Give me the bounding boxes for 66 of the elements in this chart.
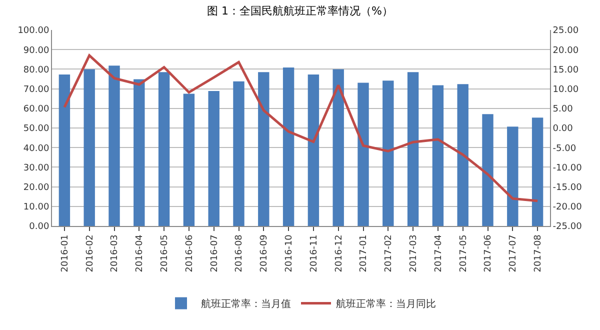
y2-tick-label: 25.00: [552, 26, 579, 36]
y2-tick-label: 15.00: [552, 65, 579, 76]
y-tick-label: 50.00: [23, 124, 50, 134]
bar: [407, 72, 419, 226]
x-tick-label: 2017-05: [458, 234, 469, 272]
x-tick-label: 2017-07: [508, 234, 519, 272]
bar: [158, 72, 170, 226]
y-tick-label: 10.00: [23, 202, 50, 213]
bar: [432, 85, 444, 226]
x-tick-label: 2016-04: [135, 234, 146, 272]
x-tick-label: 2017-01: [359, 234, 370, 272]
y2-tick-label: 5.00: [552, 104, 574, 115]
y-tick-label: 70.00: [23, 84, 50, 95]
bar: [183, 94, 195, 226]
bar: [308, 74, 320, 226]
bar: [282, 67, 294, 226]
y-tick-label: 90.00: [23, 46, 50, 56]
bar: [482, 114, 494, 226]
x-tick-label: 2016-01: [60, 234, 70, 272]
legend-label: 航班正常率：当月同比: [336, 298, 436, 310]
x-tick-label: 2016-08: [234, 234, 245, 272]
y-tick-label: 100.00: [18, 26, 50, 36]
bar: [84, 69, 95, 226]
y2-tick-label: -20.00: [552, 202, 582, 213]
legend-label: 航班正常率：当月值: [201, 298, 291, 310]
bar: [233, 81, 244, 226]
line-series: [63, 54, 539, 202]
y-tick-label: 60.00: [23, 104, 50, 115]
y-tick-label: 30.00: [23, 163, 50, 174]
x-tick-label: 2016-12: [334, 234, 344, 272]
y-tick-label: 80.00: [23, 65, 50, 76]
x-tick-label: 2017-03: [408, 234, 419, 272]
x-tick-label: 2016-11: [309, 234, 320, 272]
bar: [382, 80, 394, 226]
x-tick-label: 2016-05: [160, 234, 170, 272]
bar: [134, 79, 145, 226]
y-tick-label: 20.00: [23, 182, 50, 193]
y-tick-label: 0.00: [29, 222, 50, 232]
x-tick-label: 2016-07: [210, 234, 220, 272]
bar: [208, 90, 220, 226]
y2-tick-label: -25.00: [552, 222, 582, 232]
chart-title: 图 1：全国民航航班正常率情况（%）: [207, 4, 393, 18]
y2-tick-label: 20.00: [552, 46, 579, 56]
bar: [332, 69, 344, 226]
bar: [258, 72, 270, 226]
y2-tick-label: 0.00: [552, 124, 574, 134]
x-tick-label: 2017-02: [384, 234, 394, 272]
x-tick-label: 2016-10: [284, 234, 294, 272]
x-tick-label: 2017-08: [533, 234, 544, 272]
x-tick-label: 2017-06: [484, 234, 494, 272]
bar: [108, 66, 120, 226]
bar: [358, 82, 369, 226]
y2-tick-label: 10.00: [552, 84, 579, 95]
x-tick-label: 2016-03: [110, 234, 120, 272]
y-tick-label: 40.00: [23, 144, 50, 154]
x-tick-label: 2016-02: [85, 234, 96, 272]
y2-tick-label: -10.00: [552, 163, 582, 174]
bar: [532, 118, 544, 226]
bar: [507, 126, 518, 226]
bar: [457, 84, 468, 226]
bar: [58, 74, 70, 226]
y2-tick-label: -15.00: [552, 182, 582, 193]
y2-tick-label: -5.00: [552, 144, 576, 154]
x-tick-label: 2017-04: [434, 234, 444, 272]
x-tick-label: 2016-09: [260, 234, 270, 272]
x-tick-label: 2016-06: [184, 234, 195, 272]
